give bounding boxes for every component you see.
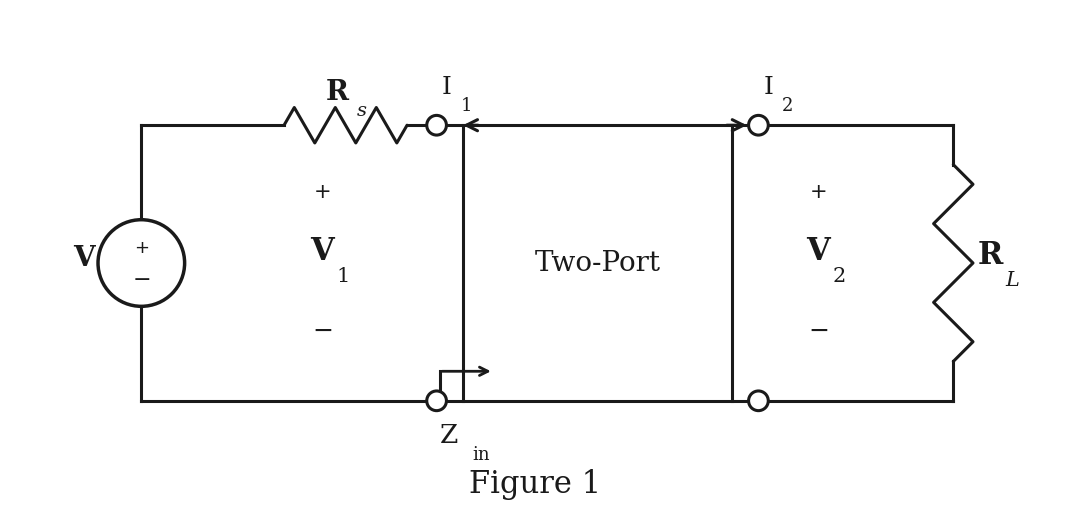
Text: s: s [102, 271, 111, 289]
Text: L: L [1006, 271, 1020, 290]
Text: $-$: $-$ [312, 318, 332, 342]
Text: 2: 2 [782, 97, 794, 115]
Text: in: in [472, 446, 489, 464]
Text: 1: 1 [337, 267, 350, 286]
Text: V: V [74, 244, 95, 271]
Text: $-$: $-$ [808, 318, 828, 342]
Text: s: s [357, 102, 366, 120]
Text: I: I [764, 77, 773, 99]
Circle shape [426, 116, 447, 135]
Text: V: V [806, 235, 830, 267]
Text: V: V [310, 235, 334, 267]
Text: $+$: $+$ [810, 182, 827, 202]
Text: 2: 2 [833, 267, 846, 286]
Text: $-$: $-$ [132, 268, 150, 288]
Text: $+$: $+$ [134, 239, 149, 257]
Text: $+$: $+$ [313, 182, 331, 202]
Bar [463, 125, 731, 401]
Text: R: R [327, 79, 349, 106]
Text: I: I [441, 77, 451, 99]
Text: Two-Port: Two-Port [534, 250, 661, 277]
Text: Figure 1: Figure 1 [469, 469, 601, 500]
Circle shape [749, 391, 768, 411]
Text: 1: 1 [461, 97, 472, 115]
Text: Z: Z [440, 423, 458, 448]
Text: R: R [978, 240, 1004, 271]
Circle shape [426, 391, 447, 411]
Circle shape [99, 220, 184, 306]
Circle shape [749, 116, 768, 135]
